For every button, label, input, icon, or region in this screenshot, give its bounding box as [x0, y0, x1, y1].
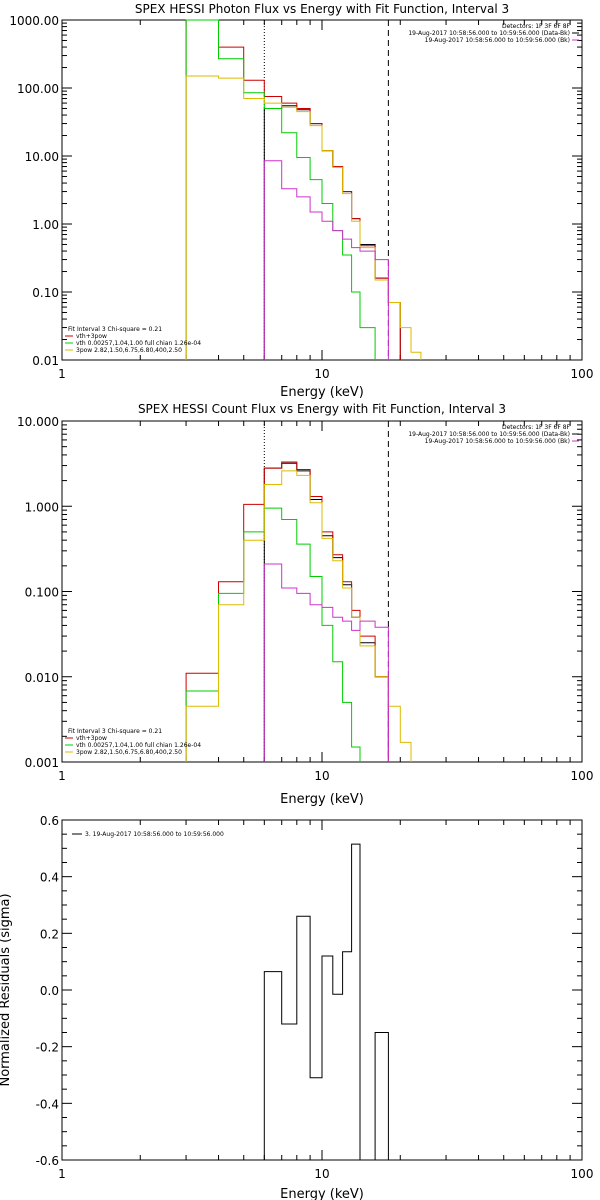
series-line-0	[263, 843, 389, 1161]
series-line-3	[185, 75, 422, 360]
series-line-3	[185, 470, 412, 762]
legend-bottom-entry: vth 0.00257,1.04,1.00 full chian 1.26e-0…	[76, 340, 201, 347]
y-tick-label: -0.4	[36, 1097, 59, 1111]
y-tick-label: 1000.00	[9, 14, 59, 28]
legend-top-entry: 19-Aug-2017 10:58:56.000 to 10:59:56.000…	[408, 431, 570, 438]
x-tick-label: 10	[314, 769, 329, 783]
legend-bottom-entry: vth 0.00257,1.04,1.00 full chian 1.26e-0…	[76, 742, 201, 749]
photon-flux-xlabel: Energy (keV)	[280, 385, 364, 400]
series-line-1	[185, 19, 401, 360]
legend-bottom-entry: Fit Interval 3 Chi-square = 0.21	[68, 326, 162, 333]
count-flux-title: SPEX HESSI Count Flux vs Energy with Fit…	[138, 402, 506, 416]
series-line-0	[263, 462, 389, 762]
y-tick-label: 10.000	[17, 415, 59, 429]
x-tick-label: 10	[314, 1167, 329, 1181]
x-tick-label: 1	[58, 1167, 66, 1181]
y-tick-label: 1.000	[25, 500, 59, 514]
x-tick-label: 100	[571, 769, 594, 783]
x-tick-label: 100	[571, 1167, 594, 1181]
count-flux-panel: SPEX HESSI Count Flux vs Energy with Fit…	[17, 402, 593, 807]
y-tick-label: 0.100	[25, 586, 59, 600]
series-line-4	[263, 160, 389, 360]
series-line-4	[263, 563, 389, 762]
y-tick-label: 0.0	[40, 984, 59, 998]
y-tick-label: 0.010	[25, 671, 59, 685]
x-tick-label: 1	[58, 367, 66, 381]
residuals-ylabel: Normalized Residuals (sigma)	[0, 893, 13, 1086]
y-tick-label: 100.00	[17, 82, 59, 96]
y-tick-label: 0.6	[40, 814, 59, 828]
legend-bottom-entry: Fit Interval 3 Chi-square = 0.21	[68, 728, 162, 735]
series-line-2	[185, 507, 361, 762]
legend-bottom-entry: 3pow 2.82,1.50,6.75,6.80,400,2.50	[76, 347, 182, 354]
x-tick-label: 1	[58, 769, 66, 783]
legend-entry: 3. 19-Aug-2017 10:58:56.000 to 10:59:56.…	[85, 831, 224, 838]
count-flux-xlabel: Energy (keV)	[280, 792, 364, 807]
legend-top-entry: 19-Aug-2017 10:58:56.000 to 10:59:56.000…	[425, 438, 570, 445]
x-tick-label: 10	[314, 367, 329, 381]
y-tick-label: 0.10	[32, 286, 59, 300]
legend-top-entry: Detectors: 1F 3F 6F 8F	[502, 424, 571, 431]
y-tick-label: -0.2	[36, 1041, 59, 1055]
photon-flux-panel: SPEX HESSI Photon Flux vs Energy with Fi…	[9, 2, 593, 400]
residuals-panel: Energy (keV) Normalized Residuals (sigma…	[0, 814, 593, 1200]
photon-flux-title: SPEX HESSI Photon Flux vs Energy with Fi…	[135, 2, 509, 16]
series-line-2	[185, 19, 376, 360]
y-tick-label: 0.4	[40, 871, 59, 885]
y-tick-label: 10.00	[25, 150, 59, 164]
y-tick-label: 0.2	[40, 927, 59, 941]
series-line-0	[263, 105, 401, 360]
residuals-xlabel: Energy (keV)	[280, 1187, 364, 1200]
x-tick-label: 100	[571, 367, 594, 381]
series-line-1	[185, 461, 389, 762]
legend-top-entry: 19-Aug-2017 10:58:56.000 to 10:59:56.000…	[408, 30, 570, 37]
y-tick-label: -0.6	[36, 1154, 59, 1168]
y-tick-label: 0.001	[25, 756, 59, 770]
legend-bottom-entry: vth+3pow	[76, 333, 107, 340]
legend-top-entry: Detectors: 1F 3F 6F 8F	[502, 23, 571, 30]
y-tick-label: 1.00	[32, 218, 59, 232]
y-tick-label: 0.01	[32, 354, 59, 368]
legend-bottom-entry: 3pow 2.82,1.50,6.75,6.80,400,2.50	[76, 749, 182, 756]
legend-bottom-entry: vth+3pow	[76, 735, 107, 742]
legend-top-entry: 19-Aug-2017 10:58:56.000 to 10:59:56.000…	[425, 37, 570, 44]
